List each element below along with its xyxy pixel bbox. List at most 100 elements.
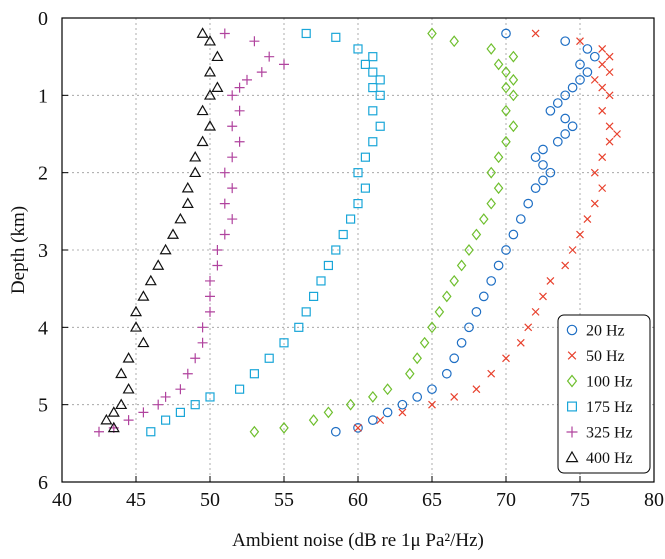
legend-entry: 175 Hz <box>566 399 633 416</box>
data-point <box>508 73 519 86</box>
data-point <box>456 337 467 348</box>
data-point <box>515 214 526 224</box>
data-point <box>264 353 274 363</box>
legend-marker <box>566 374 578 388</box>
data-point <box>368 137 378 147</box>
data-point <box>211 50 224 62</box>
data-point <box>279 338 289 348</box>
data-point <box>249 36 260 47</box>
data-point <box>508 89 519 102</box>
data-point <box>115 367 128 379</box>
data-point <box>308 414 319 427</box>
data-point <box>354 423 362 432</box>
data-point <box>598 106 607 115</box>
data-point <box>434 305 445 318</box>
data-point <box>331 32 341 42</box>
data-point <box>219 229 230 240</box>
data-point <box>464 244 474 256</box>
data-point <box>486 42 496 55</box>
data-point <box>122 382 135 394</box>
data-point <box>203 65 217 77</box>
data-point <box>501 245 511 255</box>
series-100-hz <box>249 27 519 438</box>
data-point <box>382 407 393 418</box>
data-point <box>353 423 363 433</box>
data-point <box>501 28 511 39</box>
data-point <box>531 307 540 316</box>
data-point <box>398 408 407 417</box>
data-point <box>582 44 593 54</box>
data-point <box>203 89 217 100</box>
x-tick-label: 60 <box>348 489 368 511</box>
data-point <box>294 322 304 332</box>
data-point <box>360 183 370 193</box>
legend-label: 400 Hz <box>586 450 633 467</box>
data-point <box>501 104 511 117</box>
data-point <box>605 52 614 61</box>
data-point <box>316 276 326 286</box>
data-point <box>219 198 230 209</box>
data-point <box>545 167 556 178</box>
data-point <box>152 259 165 270</box>
data-point <box>576 37 584 46</box>
data-point <box>227 214 238 225</box>
data-point <box>441 368 452 379</box>
data-point <box>175 407 185 417</box>
data-point <box>175 384 186 395</box>
data-point <box>137 290 150 301</box>
data-point <box>582 67 593 77</box>
data-point <box>146 427 156 437</box>
data-point <box>94 426 104 437</box>
series-175-hz <box>146 28 385 437</box>
data-point <box>375 90 385 100</box>
legend-marker <box>567 351 577 360</box>
data-point <box>301 28 311 39</box>
data-point <box>545 105 556 116</box>
data-point <box>502 354 510 363</box>
data-point <box>264 51 275 62</box>
legend-marker <box>566 324 578 336</box>
data-point <box>368 67 378 77</box>
data-point <box>166 228 180 239</box>
data-point <box>234 82 245 93</box>
data-point <box>338 229 348 240</box>
data-point <box>331 245 341 255</box>
data-point <box>138 407 149 418</box>
data-point <box>487 369 496 378</box>
data-point <box>598 60 607 69</box>
series-20-hz <box>330 28 600 437</box>
data-point <box>212 260 223 271</box>
legend-items: 20 Hz 50 Hz 100 Hz 175 Hz 325 Hz 400 Hz <box>565 323 633 467</box>
legend-box <box>557 314 651 474</box>
data-point <box>508 50 519 63</box>
data-point <box>122 352 135 363</box>
data-point <box>486 197 496 210</box>
data-point <box>560 36 571 47</box>
data-point <box>123 415 134 426</box>
data-point <box>368 82 378 93</box>
x-tick-label: 40 <box>52 489 72 511</box>
y-tick-label: 0 <box>38 8 48 30</box>
data-point <box>605 91 614 100</box>
data-point <box>190 400 200 410</box>
data-point <box>427 321 437 334</box>
data-point <box>330 426 341 437</box>
data-point <box>471 228 482 241</box>
data-point <box>493 58 504 71</box>
data-point <box>181 181 194 193</box>
data-point <box>382 383 393 396</box>
data-point <box>546 277 555 285</box>
x-tick-label: 65 <box>422 489 442 511</box>
data-point <box>153 399 164 410</box>
data-point <box>107 406 120 417</box>
axis-ticks <box>61 17 655 483</box>
series-50-hz <box>354 29 621 432</box>
data-point <box>456 259 467 272</box>
data-point <box>360 59 370 70</box>
legend-marker <box>565 450 579 463</box>
y-tick-label: 6 <box>38 472 48 494</box>
series-400-hz <box>100 27 224 433</box>
data-point <box>376 416 385 425</box>
data-point <box>160 391 171 402</box>
